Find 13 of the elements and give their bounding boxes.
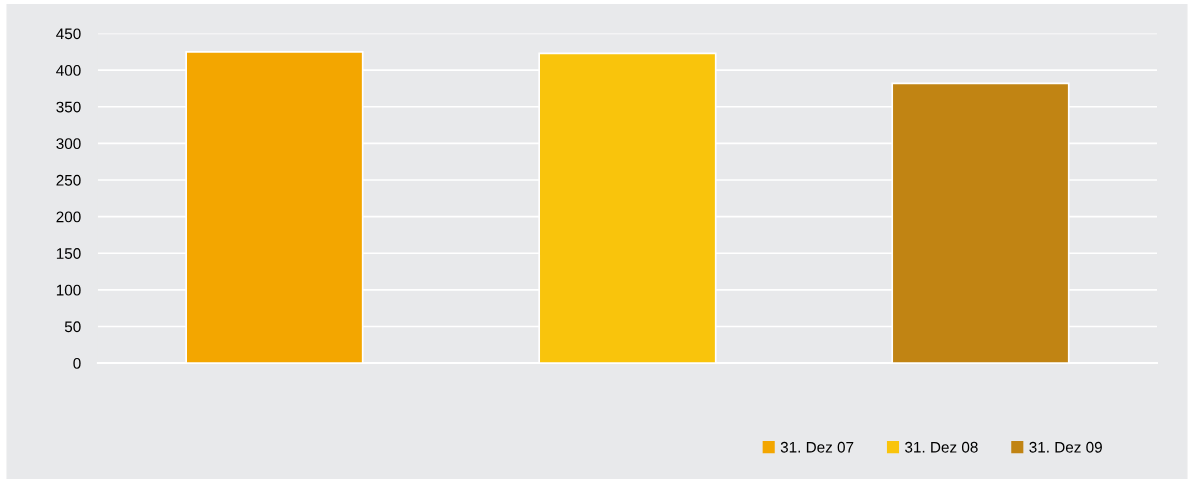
y-tick-label: 300 [56, 138, 81, 150]
y-tick-label: 0 [73, 357, 81, 369]
y-tick-label: 250 [56, 174, 81, 186]
y-tick-label: 200 [56, 211, 81, 223]
y-tick-label: 100 [56, 284, 81, 296]
y-tick-label: 350 [56, 101, 81, 113]
y-tick-label: 400 [56, 65, 81, 76]
legend-label: 31. Dez 07 [780, 441, 854, 453]
y-tick-label: 450 [56, 28, 81, 40]
y-tick-label: 150 [56, 248, 81, 259]
legend-label: 31. Dez 08 [905, 441, 978, 453]
y-tick-label: 50 [64, 321, 81, 333]
legend-label: 31. Dez 09 [1029, 441, 1102, 453]
